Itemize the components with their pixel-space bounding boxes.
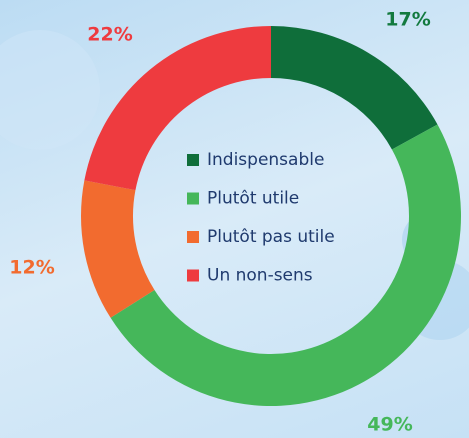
- legend-swatch: [187, 154, 199, 166]
- legend-label: Plutôt pas utile: [207, 227, 335, 247]
- donut-segment: [81, 180, 155, 318]
- value-label: 12%: [9, 257, 54, 279]
- legend-swatch: [187, 231, 199, 243]
- bg-bubble: [0, 30, 100, 150]
- value-label: 49%: [367, 414, 412, 436]
- donut-segment: [271, 26, 438, 150]
- legend-label: Plutôt utile: [207, 189, 299, 209]
- legend-swatch: [187, 192, 199, 205]
- value-label: 17%: [385, 9, 430, 31]
- legend-swatch: [187, 269, 199, 282]
- donut-segment: [84, 26, 272, 191]
- legend-label: Un non-sens: [207, 266, 313, 286]
- donut-segment: [110, 124, 462, 407]
- value-label: 22%: [87, 24, 132, 46]
- legend-label: Indispensable: [207, 150, 324, 170]
